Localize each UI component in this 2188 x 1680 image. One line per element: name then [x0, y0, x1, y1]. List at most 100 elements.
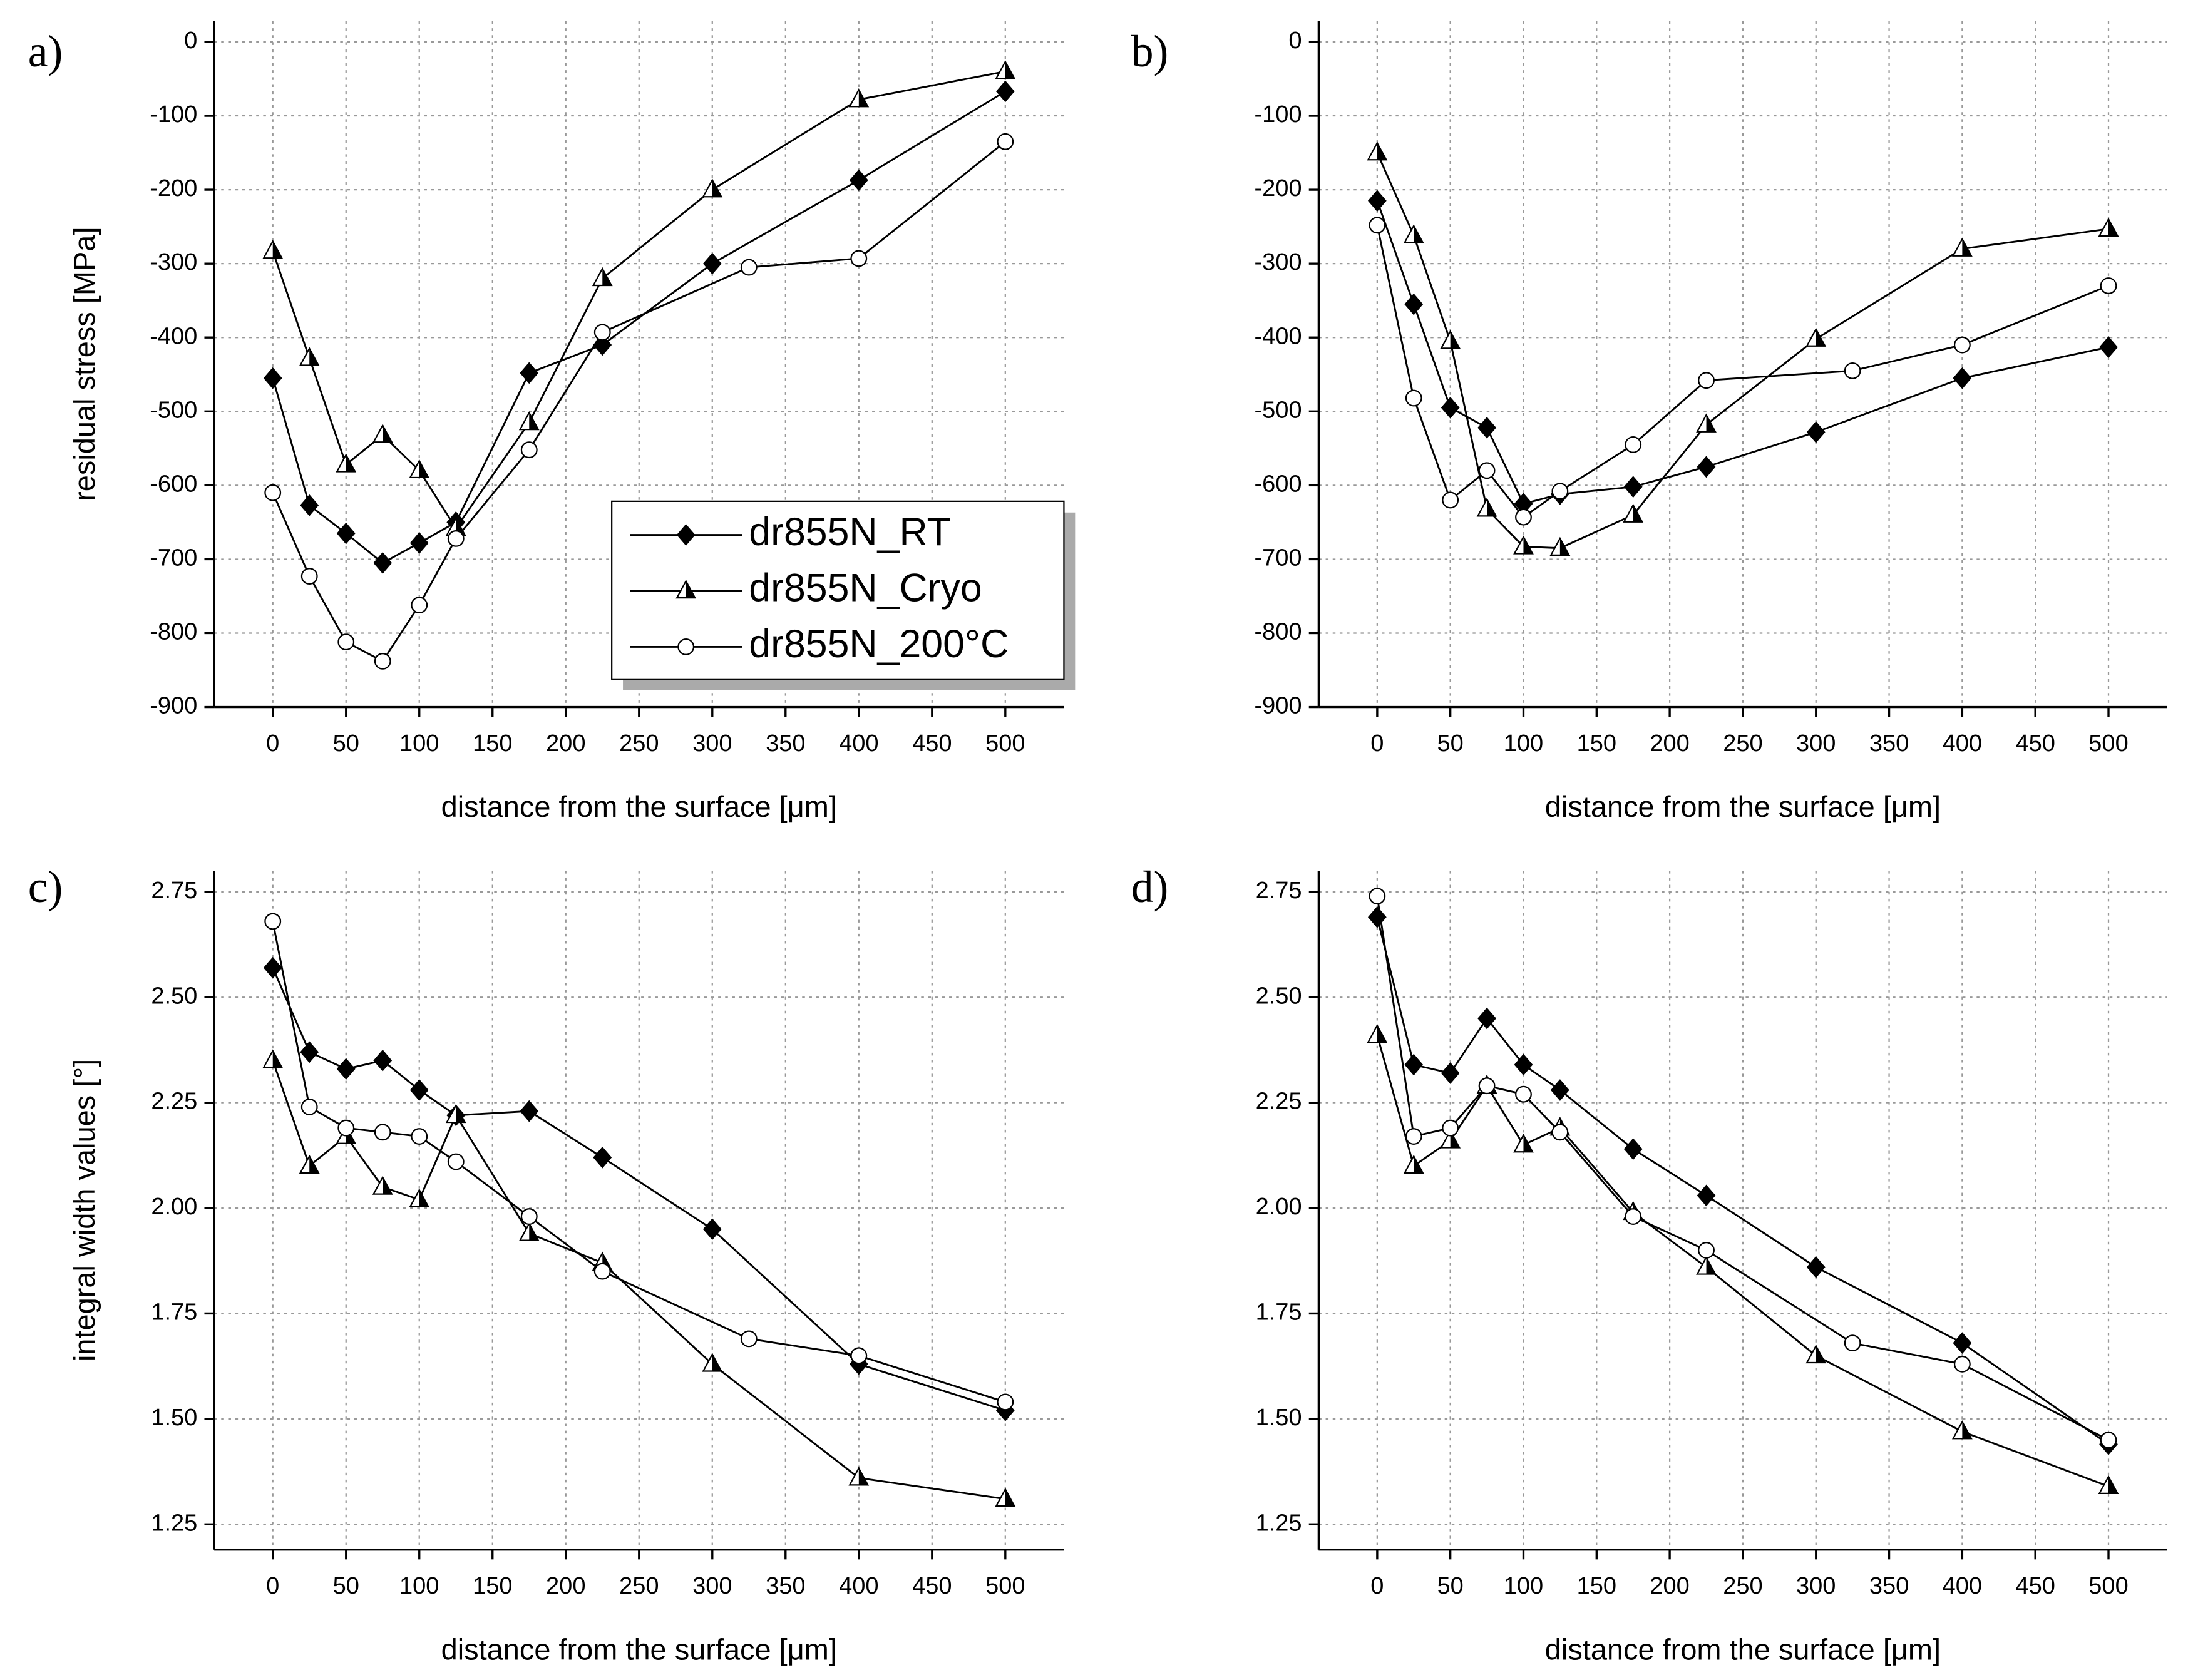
marker-circle [2100, 277, 2117, 294]
x-tick-label: 350 [766, 1573, 805, 1599]
x-tick-label: 200 [546, 730, 585, 757]
marker-diamond [1441, 397, 1460, 419]
marker-circle [850, 250, 868, 267]
y-tick-label: 1.25 [1256, 1510, 1302, 1536]
y-tick-label: -700 [150, 545, 197, 571]
triangle-half [272, 241, 282, 259]
marker-diamond [1953, 367, 1972, 389]
marker-triangle [409, 1188, 430, 1207]
marker-circle [1625, 436, 1642, 453]
chart-panel: a) 0 -100 -200 -300 -400 -500 -600 -700 -800 -900 0… [28, 21, 1076, 823]
marker-triangle [2098, 217, 2119, 237]
x-tick-label: 350 [1869, 730, 1909, 757]
marker-diamond [1806, 421, 1826, 443]
marker-circle [1478, 1077, 1496, 1095]
y-tick-label: -500 [1254, 397, 1302, 423]
triangle-half [309, 1156, 319, 1173]
marker-triangle [299, 347, 320, 366]
x-axis-label: distance from the surface [μm] [441, 1632, 837, 1666]
x-tick-label: 0 [266, 1573, 279, 1599]
marker-triangle [336, 453, 357, 473]
triangle-half [2108, 219, 2118, 236]
y-tick-label: -400 [1254, 323, 1302, 349]
marker-circle [520, 441, 538, 459]
marker-triangle [702, 178, 723, 198]
triangle-half [383, 425, 392, 443]
marker-circle [2100, 1432, 2117, 1448]
marker-diamond [1441, 1062, 1460, 1084]
y-tick-label: 1.75 [1256, 1299, 1302, 1326]
triangle-half [272, 1050, 282, 1068]
triangle-half [2108, 1477, 2118, 1493]
x-tick-label: 400 [1943, 1573, 1982, 1599]
marker-circle [337, 633, 355, 651]
marker-circle [1953, 336, 1971, 354]
triangle-half [529, 412, 538, 430]
y-tick-label: 2.00 [151, 1194, 197, 1220]
marker-circle [300, 568, 318, 585]
x-tick-label: 150 [1577, 1573, 1616, 1599]
marker-circle [1698, 1242, 1715, 1259]
triangle-half [1816, 1346, 1826, 1363]
x-tick-label: 100 [399, 730, 439, 757]
marker-diamond [1477, 1007, 1496, 1030]
y-tick-label: 1.50 [1256, 1405, 1302, 1431]
marker-diamond [676, 524, 696, 546]
marker-triangle [1951, 237, 1973, 257]
marker-triangle [518, 1222, 540, 1241]
marker-diamond [1806, 1256, 1826, 1278]
marker-circle [1844, 1334, 1861, 1352]
triangle-half [419, 1189, 429, 1207]
marker-circle [411, 1128, 428, 1145]
panel-label: c) [28, 863, 63, 912]
x-tick-label: 50 [1437, 730, 1464, 757]
triangle-half [1523, 536, 1533, 554]
marker-triangle [1696, 413, 1717, 433]
y-tick-label: 1.75 [151, 1299, 197, 1326]
y-tick-label: 2.25 [1256, 1088, 1302, 1115]
x-tick-label: 400 [1943, 730, 1982, 757]
marker-triangle [372, 424, 393, 443]
x-tick-label: 0 [1370, 730, 1384, 757]
marker-triangle [262, 1049, 284, 1068]
chart-panel: d) 2.75 2.50 2.25 2.00 1.75 1.50 1.25 0 50 100 150 2… [1131, 863, 2167, 1666]
marker-triangle [1403, 1154, 1424, 1174]
marker-circle [411, 597, 428, 614]
x-tick-label: 500 [985, 1573, 1025, 1599]
marker-circle [1698, 372, 1715, 389]
x-tick-label: 100 [399, 1573, 439, 1599]
marker-circle [1953, 1355, 1971, 1373]
marker-triangle [1476, 498, 1497, 517]
x-axis-label: distance from the surface [μm] [1545, 1632, 1941, 1666]
marker-circle [1369, 888, 1386, 905]
x-tick-label: 450 [912, 1573, 952, 1599]
x-tick-label: 250 [1723, 730, 1762, 757]
marker-diamond [1404, 1053, 1424, 1076]
marker-triangle [848, 1467, 870, 1486]
marker-diamond [849, 169, 868, 192]
marker-triangle [409, 459, 430, 479]
x-tick-label: 50 [333, 730, 359, 757]
x-tick-label: 150 [1577, 730, 1616, 757]
chart-panel: b) 0 -100 -200 -300 -400 -500 -600 -700 -800 -900 0… [1131, 21, 2167, 823]
y-tick-label: 2.75 [1256, 878, 1302, 904]
marker-diamond [1477, 416, 1496, 439]
marker-circle [740, 259, 758, 276]
marker-diamond [1697, 456, 1716, 478]
marker-diamond [2099, 336, 2118, 358]
marker-triangle [1951, 1420, 1973, 1440]
y-tick-label: 0 [184, 28, 197, 54]
triangle-half [1706, 414, 1716, 432]
marker-circle [1478, 462, 1496, 479]
y-tick-label: -500 [150, 397, 197, 423]
marker-diamond [995, 80, 1015, 103]
marker-diamond [1697, 1184, 1716, 1207]
triangle-half [1706, 1257, 1716, 1274]
marker-triangle [1805, 1344, 1827, 1364]
x-tick-label: 400 [839, 730, 878, 757]
x-tick-label: 150 [473, 730, 512, 757]
triangle-half [1523, 1135, 1533, 1152]
marker-circle [1369, 217, 1386, 234]
triangle-half [1962, 1421, 1971, 1439]
